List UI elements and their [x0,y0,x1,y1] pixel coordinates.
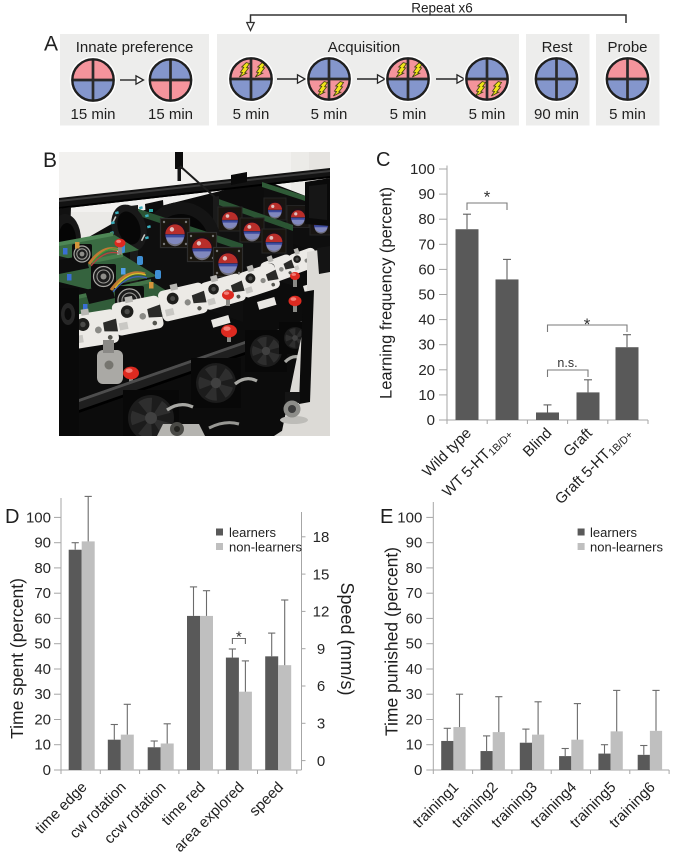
svg-text:3: 3 [317,716,325,733]
svg-text:Rest: Rest [542,39,574,56]
svg-text:5 min: 5 min [233,106,270,123]
svg-text:9: 9 [317,641,325,658]
svg-text:non-learners: non-learners [229,540,302,555]
svg-text:A: A [44,33,58,56]
svg-text:60: 60 [34,610,51,627]
svg-text:5 min: 5 min [390,106,427,123]
svg-text:Time punished (percent): Time punished (percent) [382,547,402,736]
svg-text:100: 100 [397,509,422,526]
svg-text:20: 20 [406,712,423,729]
svg-text:40: 40 [34,661,51,678]
svg-text:10: 10 [418,387,435,404]
svg-text:*: * [236,629,242,646]
svg-text:60: 60 [406,610,423,627]
svg-text:90: 90 [406,535,423,552]
svg-text:Acquisition: Acquisition [328,39,401,56]
svg-text:50: 50 [406,636,423,653]
svg-text:5 min: 5 min [311,106,348,123]
svg-text:5 min: 5 min [469,106,506,123]
svg-text:90: 90 [34,535,51,552]
svg-text:30: 30 [406,686,423,703]
svg-text:0: 0 [427,412,435,429]
svg-text:15: 15 [313,566,330,583]
svg-text:*: * [584,315,591,334]
svg-text:60: 60 [418,261,435,278]
svg-text:Speed (mm/s): Speed (mm/s) [337,582,357,695]
svg-text:learners: learners [229,525,276,540]
svg-text:*: * [484,188,491,207]
svg-text:Learning frequency (percent): Learning frequency (percent) [378,187,396,399]
svg-text:E: E [380,506,393,528]
svg-text:18: 18 [313,529,330,546]
svg-text:50: 50 [34,636,51,653]
svg-text:90 min: 90 min [534,106,579,123]
svg-text:6: 6 [317,678,325,695]
svg-text:20: 20 [34,712,51,729]
svg-text:70: 70 [418,236,435,253]
svg-text:40: 40 [418,312,435,329]
svg-text:70: 70 [406,585,423,602]
svg-text:Time spent (percent): Time spent (percent) [7,578,27,739]
svg-text:30: 30 [34,686,51,703]
svg-text:Repeat x6: Repeat x6 [411,1,473,16]
svg-text:5 min: 5 min [609,106,646,123]
svg-text:Graft: Graft [560,424,596,460]
svg-text:0: 0 [43,762,51,779]
svg-text:D: D [5,506,19,528]
svg-text:Probe: Probe [607,39,647,56]
svg-text:Blind: Blind [520,425,556,461]
svg-text:speed: speed [246,779,287,820]
svg-text:non-learners: non-learners [590,540,663,555]
svg-text:0: 0 [317,753,325,770]
svg-text:30: 30 [418,337,435,354]
svg-text:B: B [43,149,57,172]
svg-text:20: 20 [418,362,435,379]
svg-text:70: 70 [34,585,51,602]
svg-text:12: 12 [313,604,330,621]
svg-text:80: 80 [418,211,435,228]
svg-text:100: 100 [410,161,435,178]
svg-text:80: 80 [406,560,423,577]
svg-text:C: C [376,149,390,171]
svg-text:40: 40 [406,661,423,678]
svg-text:15 min: 15 min [148,106,193,123]
svg-text:80: 80 [34,560,51,577]
svg-text:learners: learners [590,525,637,540]
svg-text:100: 100 [26,509,51,526]
svg-text:0: 0 [414,762,422,779]
svg-text:10: 10 [406,737,423,754]
svg-text:15 min: 15 min [70,106,115,123]
svg-text:Innate preference: Innate preference [76,39,194,56]
svg-text:90: 90 [418,186,435,203]
svg-text:10: 10 [34,737,51,754]
svg-text:50: 50 [418,287,435,304]
svg-text:n.s.: n.s. [557,356,577,370]
